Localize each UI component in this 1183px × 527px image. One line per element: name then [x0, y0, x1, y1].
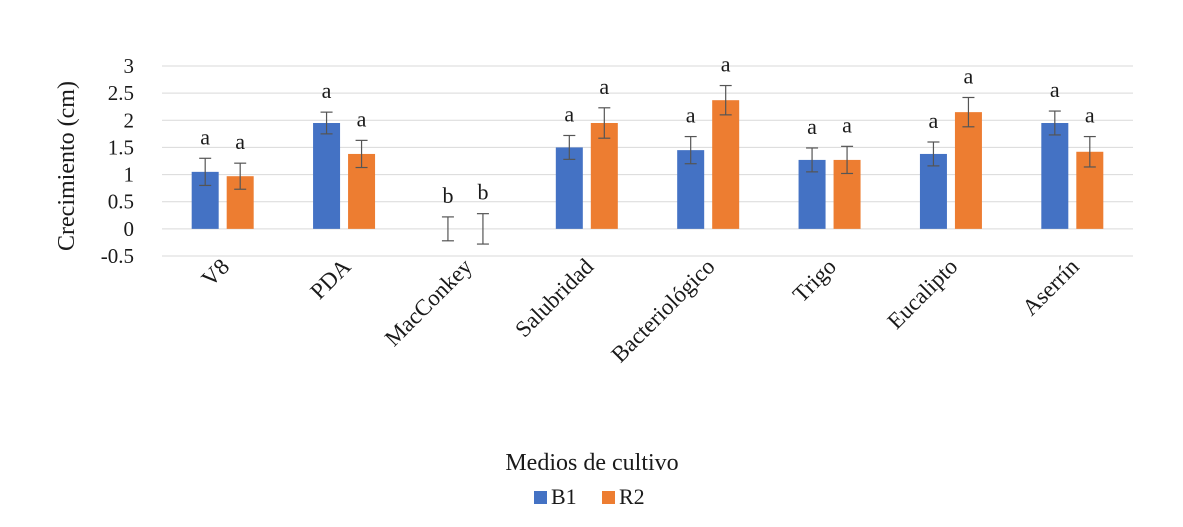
legend-swatch-r2 [602, 491, 615, 504]
x-category-label: PDA [305, 254, 355, 304]
significance-letter: a [929, 108, 939, 133]
bars [191, 100, 1104, 229]
legend: B1 R2 [534, 484, 645, 509]
y-axis-ticks: 3 2.5 2 1.5 1 0.5 0 -0.5 [101, 54, 134, 268]
x-category-label: Trigo [788, 254, 841, 307]
significance-letter: a [235, 129, 245, 154]
y-tick-label: 1.5 [108, 135, 134, 159]
y-axis-title: Crecimiento (cm) [54, 81, 80, 251]
x-category-label: V8 [197, 254, 235, 292]
y-tick-label: 0 [124, 217, 135, 241]
legend-label-r2: R2 [619, 484, 645, 509]
legend-swatch-b1 [534, 491, 547, 504]
significance-letter: a [322, 78, 332, 103]
significance-letter: a [357, 106, 367, 131]
significance-letter: a [200, 124, 210, 149]
y-tick-label: 2 [124, 108, 135, 132]
x-category-label: Salubridad [510, 254, 598, 342]
error-bars [199, 84, 1096, 245]
gridlines [162, 65, 1133, 257]
bar-b1 [555, 147, 583, 229]
significance-letter: a [721, 52, 731, 77]
significance-letter: a [964, 63, 974, 88]
significance-letter: a [564, 101, 574, 126]
y-tick-label: 3 [124, 54, 135, 78]
x-category-label: Aserrín [1017, 254, 1084, 321]
x-axis-categories: V8 PDA MacConkey Salubridad Bacteriológico Tr… [197, 254, 1085, 368]
significance-letter: b [442, 183, 453, 208]
bar-r2 [590, 123, 618, 229]
significance-letter: a [842, 112, 852, 137]
y-tick-label: 2.5 [108, 81, 134, 105]
significance-letter: a [599, 74, 609, 99]
bar-r2 [712, 100, 740, 229]
bar-b1 [1041, 123, 1069, 229]
significance-letter: a [686, 103, 696, 128]
x-category-label: MacConkey [380, 254, 478, 352]
significance-letter: a [807, 114, 817, 139]
y-tick-label: -0.5 [101, 244, 134, 268]
legend-label-b1: B1 [551, 484, 577, 509]
y-tick-label: 1 [124, 163, 135, 187]
y-tick-label: 0.5 [108, 190, 134, 214]
significance-letter: a [1050, 77, 1060, 102]
x-axis-title: Medios de cultivo [505, 450, 678, 476]
x-category-label: Eucalipto [882, 254, 962, 334]
bar-r2 [954, 112, 982, 229]
significance-letter: b [477, 180, 488, 205]
significance-letter: a [1085, 103, 1095, 128]
x-category-label: Bacteriológico [606, 254, 719, 367]
bar-b1 [313, 123, 341, 229]
